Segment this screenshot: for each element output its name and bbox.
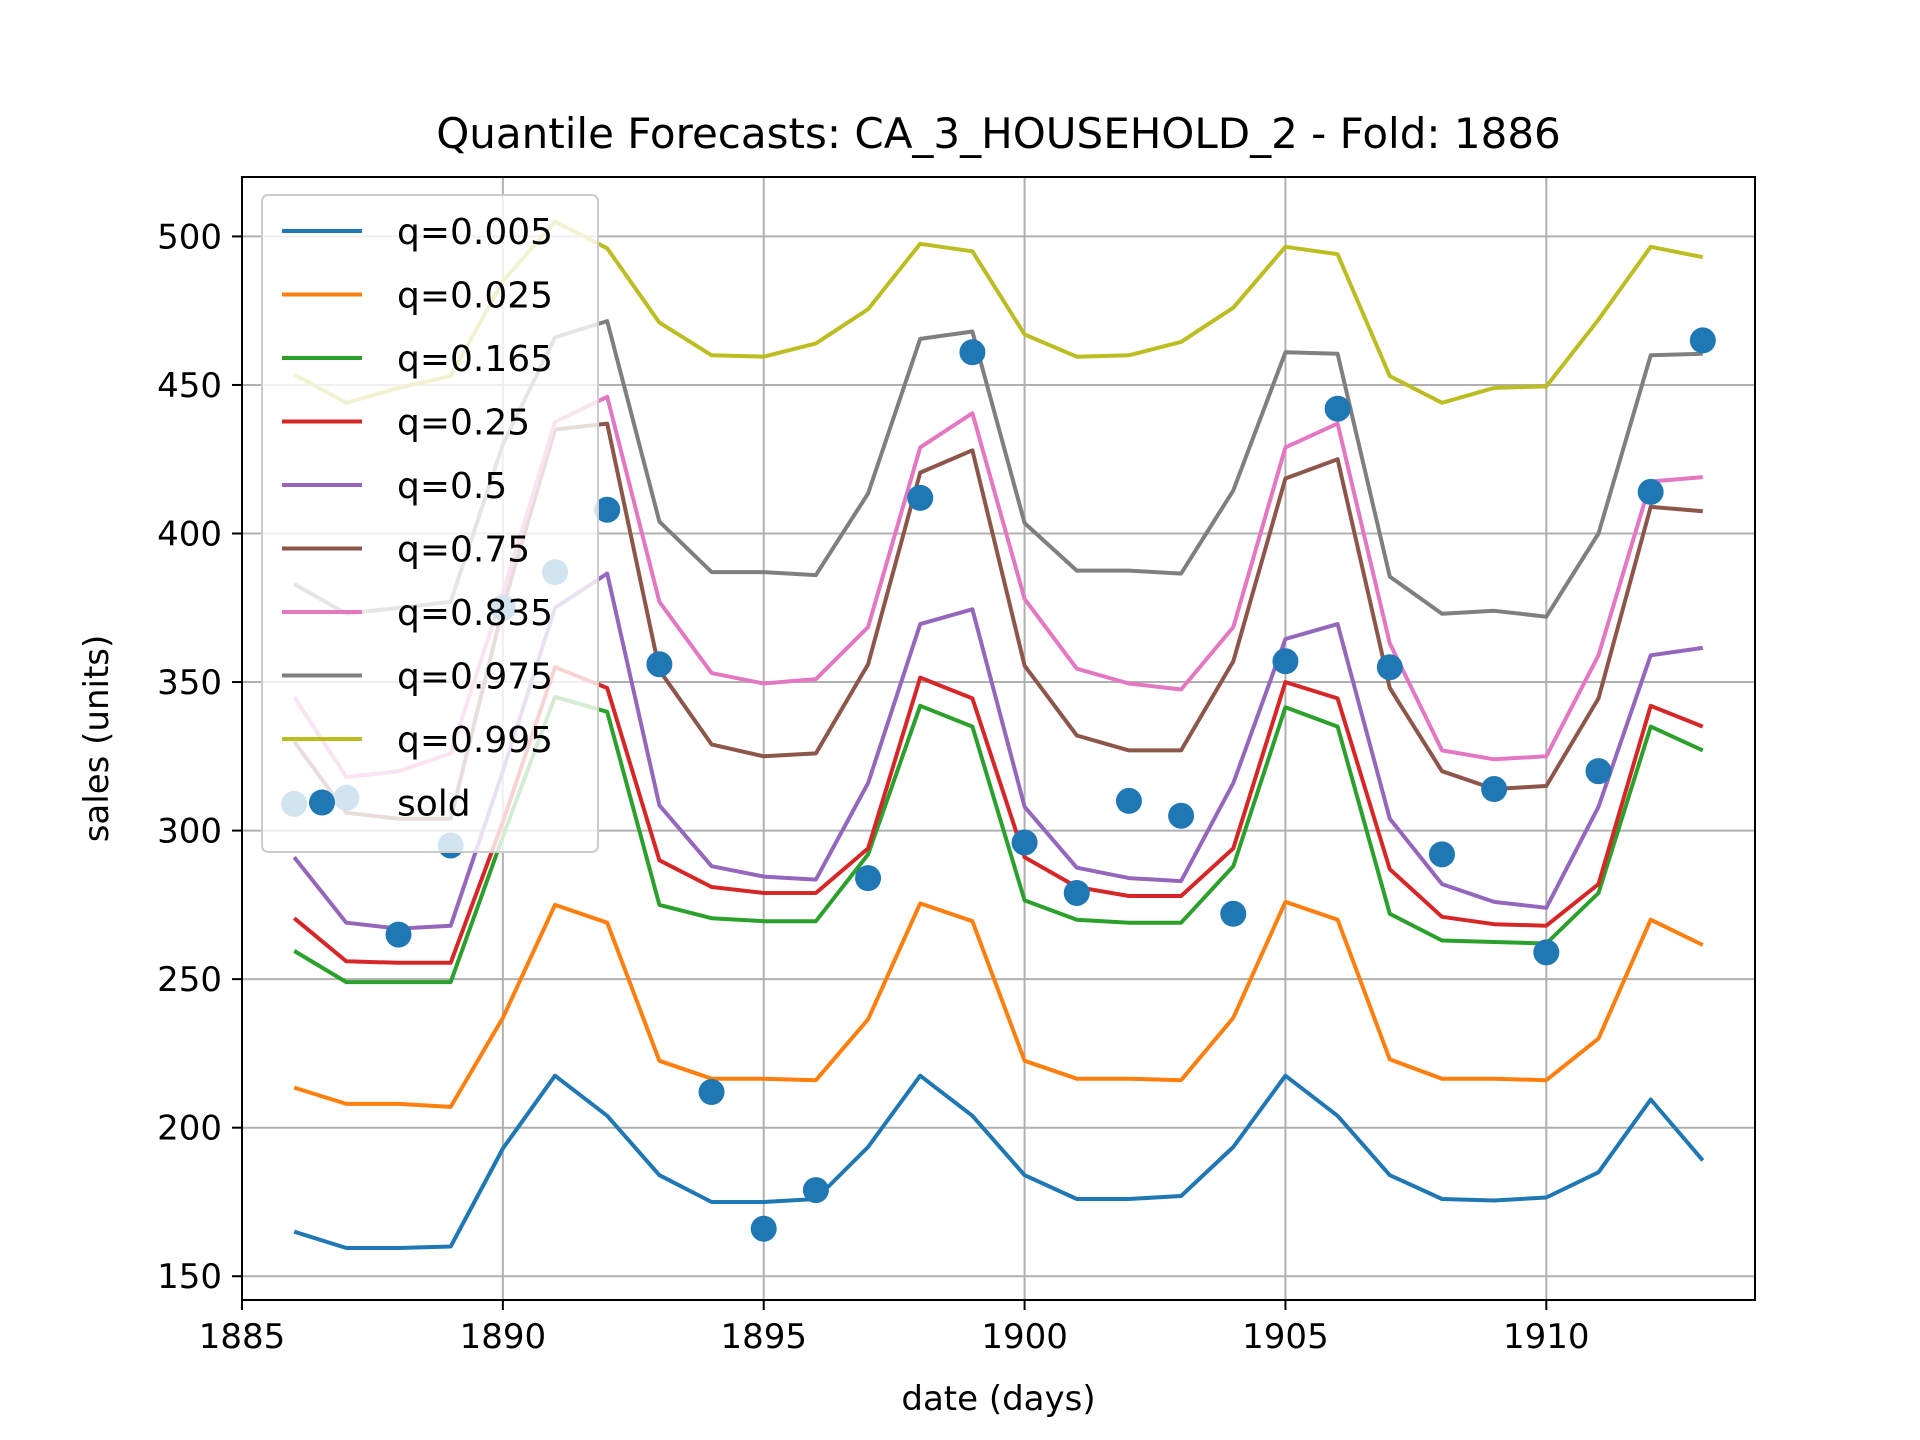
- x-tick-label: 1905: [1242, 1317, 1329, 1357]
- legend-label: q=0.25: [397, 403, 530, 444]
- sold-point: [594, 496, 621, 523]
- sold-point: [1272, 648, 1299, 675]
- legend: q=0.005 q=0.025 q=0.165 q=0.25 q=0.5 q=0.75 q=…: [261, 194, 599, 853]
- legend-label: q=0.165: [397, 339, 553, 380]
- sold-point: [1376, 654, 1403, 681]
- series-line-1: [293, 899, 1704, 1109]
- legend-label: q=0.995: [397, 720, 553, 761]
- sold-point: [907, 484, 934, 511]
- sold-point: [855, 865, 882, 892]
- y-tick-label: 500: [157, 217, 222, 257]
- x-tick-label: 1910: [1503, 1317, 1590, 1357]
- series-line-0: [293, 1073, 1705, 1250]
- legend-label: sold: [397, 784, 471, 825]
- axis-ticks: 1885 1890 1895 1900 1905 1910 150 200 250 300 350 4…: [157, 217, 1589, 1357]
- grid-lines: [241, 177, 1755, 1300]
- sold-point: [1324, 395, 1351, 422]
- legend-label: q=0.975: [397, 657, 553, 698]
- sold-point: [1481, 776, 1508, 803]
- sold-point: [1115, 787, 1142, 814]
- plot-frame: [241, 176, 1756, 1301]
- legend-label: q=0.025: [397, 276, 553, 317]
- y-axis-label: sales (units): [77, 635, 117, 843]
- x-tick-label: 1885: [199, 1317, 286, 1357]
- sold-point: [1533, 939, 1560, 966]
- x-tick-label: 1890: [460, 1317, 547, 1357]
- sold-point: [1063, 879, 1090, 906]
- x-axis-label: date (days): [901, 1379, 1095, 1419]
- x-tick-label: 1900: [981, 1317, 1068, 1357]
- y-tick-label: 300: [157, 812, 222, 852]
- sold-point: [1220, 900, 1247, 927]
- sold-point: [1585, 758, 1612, 785]
- y-tick-label: 350: [157, 663, 222, 703]
- x-tick-label: 1895: [720, 1317, 807, 1357]
- legend-label: q=0.5: [397, 466, 507, 507]
- legend-swatch: [309, 789, 335, 816]
- legend-label: q=0.005: [397, 212, 553, 253]
- sold-point: [959, 339, 986, 366]
- sold-point: [1168, 802, 1195, 829]
- chart-title: Quantile Forecasts: CA_3_HOUSEHOLD_2 - F…: [436, 109, 1561, 158]
- y-tick-label: 450: [157, 366, 222, 406]
- y-tick-label: 150: [157, 1257, 222, 1297]
- sold-point: [385, 921, 412, 948]
- y-tick-label: 400: [157, 515, 222, 555]
- y-tick-label: 200: [157, 1109, 222, 1149]
- sold-point: [1689, 327, 1716, 354]
- legend-label: q=0.835: [397, 593, 553, 634]
- sold-point: [750, 1215, 777, 1242]
- sold-point: [802, 1177, 829, 1204]
- sold-point: [1011, 829, 1038, 856]
- sold-point: [1428, 841, 1455, 868]
- legend-label: q=0.75: [397, 530, 530, 571]
- sold-point: [646, 651, 673, 678]
- y-tick-label: 250: [157, 960, 222, 1000]
- sold-point: [1637, 478, 1664, 505]
- sold-point: [698, 1079, 725, 1106]
